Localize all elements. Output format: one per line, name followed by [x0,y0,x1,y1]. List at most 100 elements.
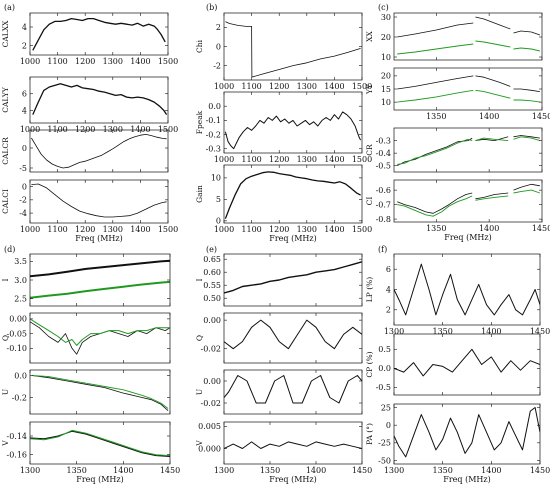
x-tick-label: 1500 [352,155,372,164]
x-tick-label: 1500 [158,225,178,234]
y-tick-label: 2 [22,41,27,50]
y-tick-label: 20 [381,72,391,81]
y-axis-label: V [195,440,204,447]
series-line-c1-0 [397,16,541,38]
x-tick-label: 1400 [324,155,344,164]
y-tick-label: -0.02 [200,399,221,408]
y-axis-label: CP (%) [365,351,374,377]
y-tick-label: 20 [381,33,391,42]
series-line-a1-0 [32,17,166,51]
subplot-b2: 1000 1100 1200 1300 1400 1500 -0.3 -0.2 -0.1 0.0 F… [195,91,372,164]
x-tick-label: 1300 [297,82,317,91]
series-line-d4-0 [30,430,170,457]
axes-frame [29,129,169,173]
x-tick-label: 1300 [103,225,123,234]
series-line-e1-0 [224,261,362,294]
x-tick-label: 1400 [324,225,344,234]
subplot-f1: 1300 1350 1400 1450 2 4 6 LP (%) [365,253,550,336]
panel-label-f: (f) [378,245,387,254]
x-tick-label: 1400 [113,466,133,475]
y-tick-label: 0.000 [198,444,221,453]
y-tick-label: -50 [378,456,391,465]
subplot-c2: 1350 1400 1450 10 15 20 YY [365,67,550,121]
x-tick-label: 1100 [241,82,261,91]
x-axis-label: Freq (MHz) [76,475,123,484]
y-tick-label: 0.65 [203,255,221,264]
series-line-e2-0 [224,319,362,350]
subplot-a3: -5 0 CALCR [1,129,169,173]
y-tick-label: 25 [381,403,391,412]
panel-label-a: (a) [4,3,15,12]
axes-frame [223,369,363,415]
panel-label-e: (e) [206,245,217,254]
x-tick-label: 1300 [384,466,404,475]
x-tick-label: 1500 [352,82,372,91]
y-tick-label: 0.0 [208,102,221,111]
x-tick-label: 1000 [214,82,234,91]
x-axis-label: Freq (MHz) [269,475,316,484]
subplot-c4: 1350 1400 1450 -0.8 -0.7 -0.6CI Freq (MHz) [365,179,550,242]
y-axis-label: CR [365,144,374,156]
x-tick-label: 1350 [426,224,446,233]
panel-labels: (a) (b) (c) (d) (e) (f) [4,3,389,254]
y-tick-label: -0.05 [6,329,27,338]
y-axis-label: I [1,278,10,281]
x-tick-label: 1500 [158,57,178,66]
axes-frame [393,127,543,173]
y-tick-label: -2 [19,196,27,205]
subplot-b1: 1000 1100 1200 1300 1400 1500 -2 0 2 Chi [195,12,372,91]
y-tick-label: 4 [22,106,27,115]
series-line-c2-0 [397,75,540,92]
subplot-a1: 1000 1100 1200 1300 1400 1500 2 4 CALXX [1,12,178,66]
axes-frame [393,253,541,326]
subplot-b3: 1000 1100 1200 1300 1400 1500 0 5 10 Gain Freq (MH… [195,164,372,243]
subplot-e1: 0.50 0.55 0.60 0.65 I [195,253,363,307]
x-tick-label: 1000 [20,57,40,66]
y-tick-label: -0.3 [376,136,391,145]
y-tick-label: 0.00 [203,377,221,386]
y-tick-label: 0.60 [203,268,221,277]
x-tick-label: 1200 [269,155,289,164]
x-tick-label: 1100 [241,225,261,234]
series-line-a4-0 [31,183,167,218]
series-line-d3-1 [31,375,169,409]
y-axis-label: CALCR [1,137,10,165]
x-tick-label: 1350 [432,327,452,336]
series-line-c3-1 [397,136,541,165]
y-tick-label: 4 [386,285,391,294]
y-tick-label: 0.0 [378,364,391,373]
x-tick-label: 1100 [47,225,67,234]
x-axis-label: Freq (MHz) [444,233,491,242]
axes-frame [29,421,171,465]
series-line-b1-0 [225,21,361,78]
y-tick-label: 0.00 [9,315,27,324]
series-line-c2-1 [397,89,540,103]
x-tick-label: 1300 [384,327,404,336]
y-tick-label: -0.16 [6,450,27,459]
x-tick-label: 1450 [532,112,550,121]
axes-frame [223,312,363,364]
y-axis-label: LP (%) [365,277,374,302]
series-line-e3-0 [224,375,362,404]
y-tick-label: 0.0 [14,371,27,380]
x-tick-label: 1100 [47,57,67,66]
y-tick-label: 4 [22,23,27,32]
x-tick-label: 1500 [158,125,178,134]
x-tick-label: 1200 [75,125,95,134]
y-tick-label: 3.0 [14,276,27,285]
x-tick-label: 1400 [130,225,150,234]
subplot-f3: 1300 1350 1400 1450 -50 -25 0 25 PA (°) Freq (MHz… [365,403,550,484]
series-line-f3-0 [394,407,540,458]
subplot-d2: -0.10 -0.05 0.00 Q [1,312,171,364]
series-line-d2-1 [30,318,170,346]
subplot-a2: 1000 1100 1200 1300 1400 1500 4 6 CALYY [1,76,178,134]
y-tick-label: 0.005 [198,422,221,431]
x-axis-label: Freq (MHz) [75,234,122,243]
series-line-b3-0 [224,171,361,219]
x-tick-label: 1500 [352,225,372,234]
y-tick-label: -0.02 [200,345,221,354]
y-tick-label: 6 [22,90,27,99]
x-tick-label: 1400 [324,82,344,91]
series-line-d3-0 [31,375,169,411]
y-tick-label: -0.4 [376,149,391,158]
